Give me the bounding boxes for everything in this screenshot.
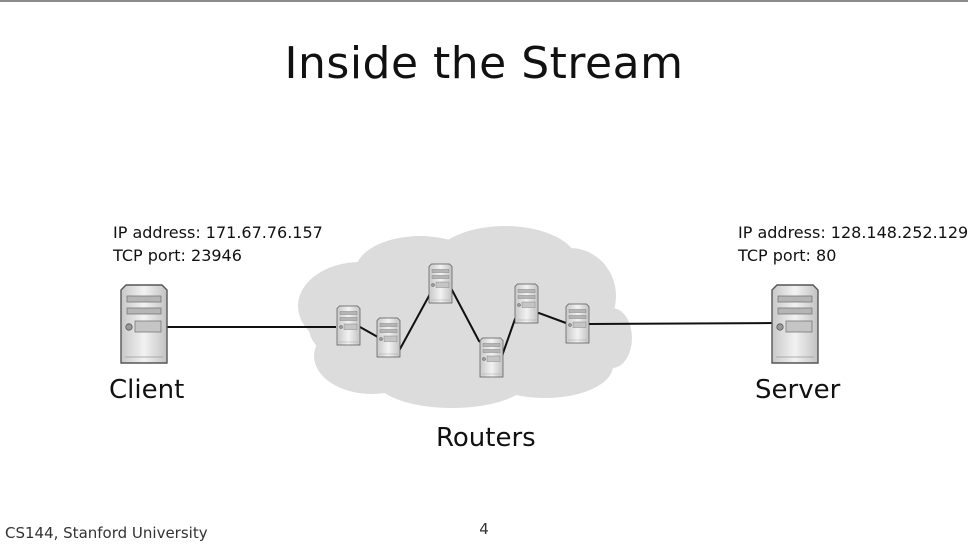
network-cloud [298, 226, 632, 408]
server-name: Server [755, 375, 841, 405]
client-ip: IP address: 171.67.76.157 [113, 223, 323, 242]
server-ip: IP address: 128.148.252.129 [738, 223, 968, 242]
router-6 [565, 303, 590, 344]
client-port: TCP port: 23946 [113, 246, 242, 265]
top-rule [0, 0, 968, 2]
router-4 [479, 337, 504, 378]
client-name: Client [109, 375, 185, 405]
router-3 [428, 263, 453, 304]
server-address-label: IP address: 128.148.252.129 TCP port: 80 [738, 221, 968, 267]
router-5 [514, 283, 539, 324]
page-number: 4 [479, 520, 489, 538]
server-server-tower-icon [771, 284, 819, 364]
routers-label: Routers [436, 423, 536, 453]
server-port: TCP port: 80 [738, 246, 837, 265]
footer-course: CS144, Stanford University [5, 524, 208, 542]
slide-title: Inside the Stream [284, 38, 684, 89]
link-router-server [588, 322, 776, 325]
client-server-tower-icon [120, 284, 168, 364]
router-1 [336, 305, 361, 346]
client-address-label: IP address: 171.67.76.157 TCP port: 2394… [113, 221, 323, 267]
router-2 [376, 317, 401, 358]
